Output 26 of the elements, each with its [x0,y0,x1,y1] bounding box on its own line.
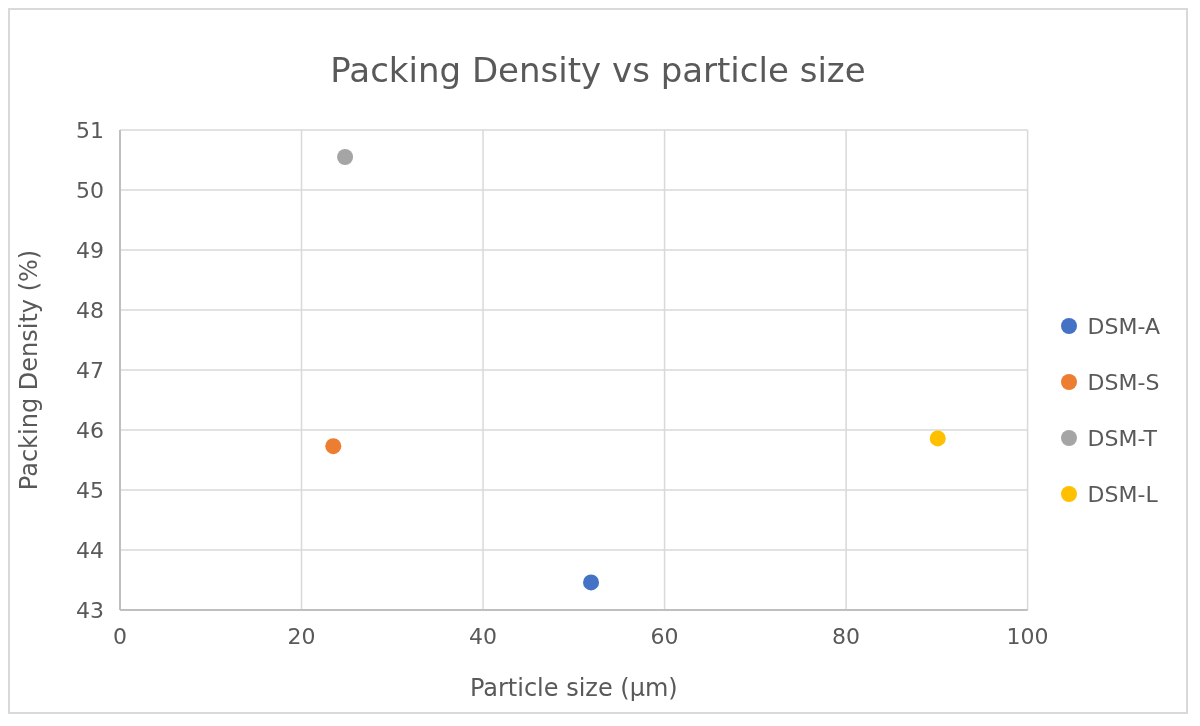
point [337,149,354,165]
y-tick-label: 43 [76,597,104,623]
x-tick-label: 40 [469,623,498,649]
y-tick-label: 48 [76,297,104,323]
y-tick-label: 46 [76,417,104,443]
legend-label: DSM-T [1087,425,1157,451]
legend-label: DSM-L [1087,481,1158,507]
x-tick-label: 60 [650,623,679,649]
x-tick-label: 0 [113,623,127,649]
legend-label: DSM-S [1087,369,1160,395]
x-tick-label: 20 [287,623,316,649]
point [583,574,600,591]
point [929,430,946,447]
y-tick-label: 45 [76,477,104,503]
y-tick-label: 49 [76,237,104,263]
chart-title: Packing Density vs particle size [329,50,867,90]
y-tick-label: 50 [76,177,104,203]
x-tick-label: 80 [832,623,861,649]
x-axis-title: Particle size (µm) [469,674,678,702]
legend-label: DSM-A [1087,313,1160,339]
x-tick-label: 100 [1006,623,1049,649]
y-tick-label: 51 [76,117,104,143]
y-tick-label: 44 [76,537,104,563]
point [325,438,342,455]
y-axis-title: Packing Density (%) [14,249,43,491]
y-tick-label: 47 [76,357,104,383]
